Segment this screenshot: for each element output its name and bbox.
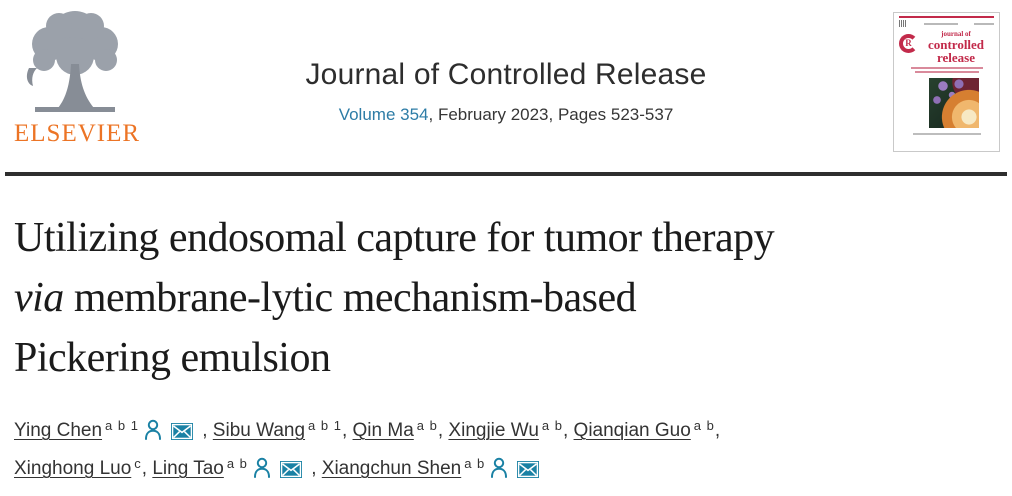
cover-fineprint-bar — [974, 22, 994, 25]
author-link[interactable]: Qin Ma — [352, 420, 414, 441]
author-affiliation-sup: a b 1 — [308, 418, 342, 434]
cover-logo-line2: controlled — [927, 37, 985, 52]
header-divider-rule — [5, 172, 1007, 176]
cover-logo-row: R journal of controlled release — [899, 30, 994, 64]
cover-logo-small: journal of — [941, 30, 971, 38]
title-via-italic: via — [14, 275, 64, 321]
elsevier-tree-icon — [26, 11, 118, 112]
cover-caption-bar — [912, 133, 981, 135]
cover-subtitle-bar — [910, 67, 983, 69]
title-line-3: Pickering emulsion — [14, 335, 331, 381]
person-icon[interactable] — [143, 419, 163, 440]
elsevier-logo[interactable]: ELSEVIER — [14, 6, 141, 148]
cover-subtitle-bar — [914, 71, 979, 73]
cover-fineprint-bar — [923, 22, 958, 25]
author-separator: , — [341, 420, 353, 441]
author-separator: , — [437, 420, 449, 441]
person-icon[interactable] — [252, 457, 272, 478]
author-affiliation-sup: a b — [541, 418, 563, 434]
author-link[interactable]: Xinghong Luo — [14, 458, 132, 479]
cover-cr-badge-icon: R — [899, 34, 918, 53]
cover-logo-text: journal of controlled release — [918, 30, 994, 64]
author-link[interactable]: Sibu Wang — [212, 420, 306, 441]
cover-illustration — [929, 78, 979, 128]
email-icon[interactable] — [170, 423, 193, 440]
issue-line: Volume 354, February 2023, Pages 523-537 — [0, 105, 1012, 125]
elsevier-wordmark: ELSEVIER — [14, 120, 141, 147]
author-link[interactable]: Ying Chen — [14, 420, 103, 441]
author-affiliation-sup: a b 1 — [105, 418, 139, 434]
author-affiliation-sup: a b — [693, 418, 715, 434]
person-icon[interactable] — [489, 457, 509, 478]
author-separator: , — [141, 458, 153, 479]
cover-top-rule — [899, 16, 994, 18]
email-icon[interactable] — [517, 461, 540, 478]
email-icon[interactable] — [279, 461, 302, 478]
author-separator: , — [562, 420, 574, 441]
author-affiliation-sup: c — [134, 456, 142, 472]
title-line-2: via membrane-lytic mechanism-based — [14, 268, 998, 328]
author-separator: , — [305, 458, 322, 479]
article-title: Utilizing endosomal capture for tumor th… — [14, 208, 998, 388]
author-affiliation-sup: a b — [226, 456, 248, 472]
author-affiliation-sup: a b — [464, 456, 486, 472]
author-separator: , — [196, 420, 213, 441]
author-separator: , — [714, 420, 721, 441]
author-list: Ying Chen a b 1 , Sibu Wang a b 1, Qin Ma a… — [14, 412, 998, 488]
volume-link[interactable]: Volume 354 — [338, 105, 429, 124]
issue-info: , February 2023, Pages 523-537 — [428, 105, 674, 124]
author-affiliation-sup: a b — [416, 418, 438, 434]
cover-subtitle-bars — [899, 67, 994, 73]
cover-logo-line3: release — [936, 50, 976, 65]
article-main: Utilizing endosomal capture for tumor th… — [14, 196, 998, 488]
cover-barcode — [899, 20, 907, 27]
author-link[interactable]: Xiangchun Shen — [321, 458, 462, 479]
author-link[interactable]: Qianqian Guo — [573, 420, 691, 441]
journal-heading-block: Journal of Controlled Release Volume 354… — [0, 58, 1012, 125]
journal-cover-thumbnail[interactable]: R journal of controlled release — [893, 12, 1000, 152]
journal-title-link[interactable]: Journal of Controlled Release — [305, 58, 707, 91]
cover-fineprint-row — [899, 20, 994, 27]
author-link[interactable]: Ling Tao — [152, 458, 224, 479]
title-line-2-rest: membrane-lytic mechanism-based — [63, 275, 637, 321]
title-line-1: Utilizing endosomal capture for tumor th… — [14, 215, 775, 261]
author-link[interactable]: Xingjie Wu — [448, 420, 539, 441]
